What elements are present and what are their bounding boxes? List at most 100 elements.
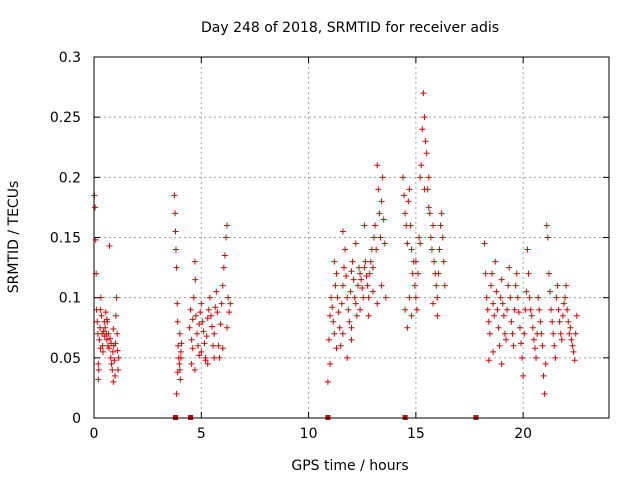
data-point xyxy=(494,306,501,313)
data-point xyxy=(348,268,355,275)
data-point xyxy=(357,306,364,313)
data-point xyxy=(222,234,229,241)
data-point xyxy=(438,210,445,217)
data-point xyxy=(550,330,557,337)
data-point xyxy=(433,282,440,289)
data-point xyxy=(172,246,179,253)
data-point xyxy=(402,306,409,313)
data-point xyxy=(334,294,341,301)
data-point xyxy=(110,325,117,332)
data-point xyxy=(114,330,121,337)
data-point xyxy=(190,294,197,301)
data-point xyxy=(105,330,112,337)
data-point xyxy=(498,276,505,283)
data-point xyxy=(548,306,555,313)
data-point xyxy=(369,288,376,295)
data-point xyxy=(114,347,121,354)
data-point xyxy=(490,348,497,355)
data-point xyxy=(373,246,380,253)
data-point xyxy=(535,294,542,301)
data-point xyxy=(171,192,178,199)
data-point xyxy=(202,357,209,364)
data-point xyxy=(188,336,195,343)
data-point xyxy=(327,360,334,367)
data-point xyxy=(106,345,113,352)
data-point xyxy=(174,369,181,376)
data-point xyxy=(338,300,345,307)
data-point xyxy=(109,366,116,373)
data-point xyxy=(329,304,336,311)
data-point xyxy=(362,258,369,265)
data-point xyxy=(541,390,548,397)
data-point xyxy=(177,376,184,383)
data-point xyxy=(411,282,418,289)
data-point xyxy=(572,330,579,337)
data-point xyxy=(191,366,198,373)
data-point xyxy=(427,234,434,241)
data-point xyxy=(352,240,359,247)
data-point xyxy=(333,345,340,352)
data-point xyxy=(404,240,411,247)
data-point xyxy=(224,324,231,331)
data-point xyxy=(96,336,103,343)
data-point xyxy=(173,264,180,271)
data-point xyxy=(345,306,352,313)
data-point xyxy=(97,306,104,313)
data-point xyxy=(353,312,360,319)
data-point xyxy=(227,300,234,307)
data-point xyxy=(205,306,212,313)
data-point xyxy=(224,222,231,229)
data-point xyxy=(359,285,366,292)
data-point xyxy=(545,270,552,277)
data-point xyxy=(204,360,211,367)
data-point xyxy=(358,276,365,283)
data-point xyxy=(485,357,492,364)
data-point xyxy=(375,186,382,193)
data-point xyxy=(570,348,577,355)
data-point xyxy=(404,324,411,331)
data-point xyxy=(436,246,443,253)
x-tick-label: 15 xyxy=(407,426,425,442)
data-point xyxy=(354,282,361,289)
data-point xyxy=(176,360,183,367)
data-point xyxy=(507,294,514,301)
data-point xyxy=(113,294,120,301)
data-point xyxy=(408,312,415,319)
data-point xyxy=(376,210,383,217)
data-point xyxy=(511,306,518,313)
data-point xyxy=(568,336,575,343)
y-tick-label: 0.05 xyxy=(50,351,81,367)
data-point xyxy=(569,342,576,349)
data-point xyxy=(415,270,422,277)
y-tick-label: 0.25 xyxy=(50,110,81,126)
data-point xyxy=(506,264,513,271)
data-point xyxy=(540,372,547,379)
data-point xyxy=(542,360,549,367)
data-point xyxy=(521,330,528,337)
data-point xyxy=(110,378,117,385)
data-point xyxy=(420,90,427,97)
data-point xyxy=(367,258,374,265)
data-point xyxy=(533,354,540,361)
data-point xyxy=(109,348,116,355)
data-point xyxy=(523,288,530,295)
data-point xyxy=(489,270,496,277)
data-point xyxy=(426,210,433,217)
data-point xyxy=(514,294,521,301)
data-point xyxy=(498,360,505,367)
data-point xyxy=(201,340,208,347)
data-point xyxy=(504,306,511,313)
data-point xyxy=(360,294,367,301)
data-point xyxy=(486,330,493,337)
data-point xyxy=(100,348,107,355)
data-point xyxy=(512,282,519,289)
data-point xyxy=(374,300,381,307)
data-point xyxy=(102,309,109,316)
data-point xyxy=(439,234,446,241)
data-point xyxy=(196,321,203,328)
y-tick-label: 0.2 xyxy=(59,170,81,186)
data-point xyxy=(481,240,488,247)
data-point xyxy=(218,300,225,307)
data-point xyxy=(97,345,104,352)
data-point xyxy=(508,318,515,325)
